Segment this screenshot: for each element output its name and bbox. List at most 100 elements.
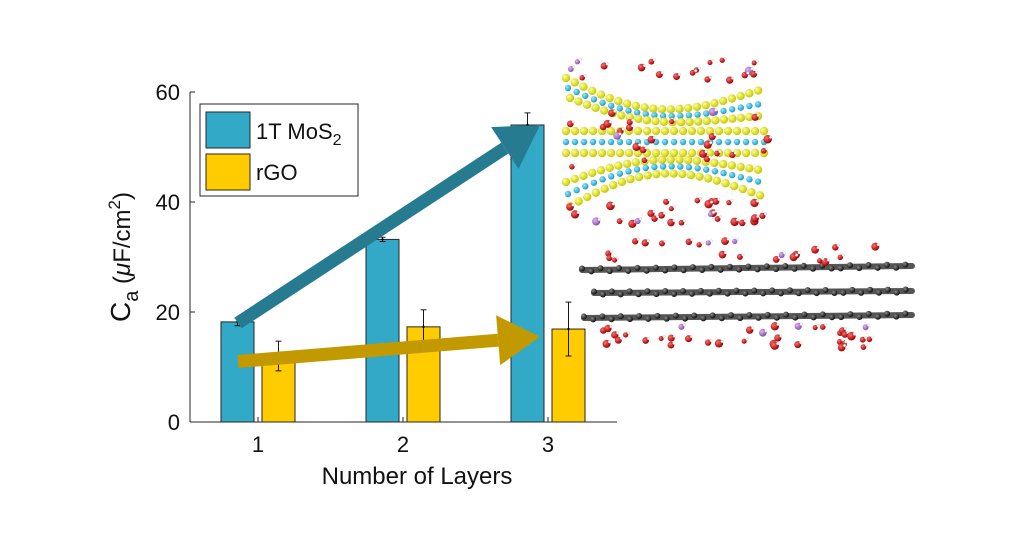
carbon-atom — [865, 262, 872, 269]
carbon-atom — [727, 312, 734, 319]
s-atom — [606, 126, 616, 136]
x-tick-label: 1 — [252, 432, 264, 457]
hydrogen-atom — [870, 335, 874, 339]
s-atom — [561, 73, 571, 83]
hydrogen-atom — [609, 120, 613, 124]
s-atom — [660, 126, 670, 136]
error-center — [381, 238, 384, 241]
s-atom — [736, 91, 745, 101]
bar-mos2 — [365, 238, 400, 423]
mo-atom — [679, 138, 687, 146]
s-atom — [753, 165, 763, 174]
x-tick-label: 2 — [397, 432, 409, 457]
hydrogen-atom — [795, 253, 799, 257]
carbon-atom — [662, 288, 669, 295]
hydrogen-atom — [717, 197, 721, 201]
mo-atom — [724, 138, 732, 146]
s-atom — [732, 126, 742, 136]
carbon-atom — [671, 290, 678, 297]
mo-atom — [703, 166, 710, 173]
carbon-atom — [682, 315, 689, 322]
oxygen-atom — [669, 118, 675, 125]
carbon-atom — [652, 264, 659, 271]
y-tick-label: 20 — [156, 300, 180, 325]
hydrogen-atom — [652, 209, 656, 213]
s-atom — [718, 159, 728, 169]
oxygen-atom — [714, 215, 721, 222]
carbon-atom — [699, 267, 706, 274]
carbon-atom — [764, 311, 771, 318]
s-atom — [678, 148, 688, 158]
hydrogen-atom — [799, 341, 803, 345]
hydrogen-atom — [610, 254, 614, 258]
hydrogen-atom — [723, 56, 727, 60]
s-atom — [574, 97, 583, 106]
s-atom — [660, 169, 670, 178]
y-label-sup: 2 — [105, 200, 124, 209]
s-atom — [649, 104, 658, 113]
carbon-atom — [733, 287, 740, 294]
hydrogen-atom — [867, 323, 871, 327]
mo-atom — [582, 92, 589, 99]
carbon-atom — [718, 315, 725, 322]
hydrogen-atom — [621, 127, 625, 131]
y-label-open: ( — [109, 276, 136, 291]
hydrogen-atom — [660, 71, 664, 75]
s-atom — [591, 188, 601, 197]
hydrogen-atom — [704, 150, 708, 154]
s-atom — [687, 126, 697, 136]
ion-atom — [574, 59, 581, 65]
oxygen-atom — [812, 325, 818, 331]
s-atom — [759, 126, 769, 136]
s-atom — [652, 169, 661, 179]
s-atom — [741, 126, 751, 136]
hydrogen-atom — [673, 118, 677, 122]
hydrogen-atom — [746, 71, 750, 75]
carbon-atom — [626, 316, 633, 323]
s-atom — [624, 148, 634, 158]
x-tick-label: 3 — [542, 432, 554, 457]
hydrogen-atom — [741, 253, 745, 257]
hydrogen-atom — [672, 341, 676, 345]
mo-atom — [564, 84, 572, 92]
s-atom — [675, 155, 684, 164]
s-atom — [704, 174, 713, 183]
carbon-atom — [599, 313, 606, 320]
s-atom — [684, 103, 693, 113]
ion-atom — [634, 218, 641, 225]
s-atom — [657, 104, 667, 114]
carbon-atom — [884, 286, 891, 293]
hydrogen-atom — [708, 155, 712, 159]
s-atom — [600, 106, 609, 115]
hydrogen-atom — [816, 246, 820, 250]
carbon-atom — [828, 265, 835, 272]
carbon-atom — [599, 291, 606, 298]
oxygen-atom — [569, 164, 575, 170]
mo-atom — [754, 178, 762, 185]
carbon-atom — [769, 287, 776, 294]
legend: 1T MoS2 rGO — [199, 103, 359, 197]
s-atom — [642, 116, 652, 125]
mo-atom — [685, 164, 693, 171]
mo-atom — [720, 169, 727, 177]
s-atom — [561, 148, 571, 158]
carbon-atom — [700, 315, 707, 322]
mo-atom — [733, 138, 741, 146]
mo-atom — [599, 176, 606, 183]
hydrogen-atom — [583, 74, 587, 78]
mo-atom — [633, 166, 641, 173]
mo-atom — [582, 183, 589, 190]
carbon-atom — [760, 290, 767, 297]
s-atom — [736, 162, 745, 172]
hydrogen-atom — [608, 340, 612, 344]
carbon-atom — [773, 266, 780, 273]
carbon-atom — [617, 291, 624, 298]
ion-atom — [778, 252, 785, 259]
y-ticks: 0 20 40 60 — [156, 80, 195, 435]
s-atom — [582, 100, 592, 109]
mo-atom — [742, 138, 750, 146]
carbon-atom — [726, 263, 733, 270]
carbon-atom — [709, 312, 716, 319]
ion-atom — [707, 211, 714, 217]
s-atom — [561, 126, 571, 136]
